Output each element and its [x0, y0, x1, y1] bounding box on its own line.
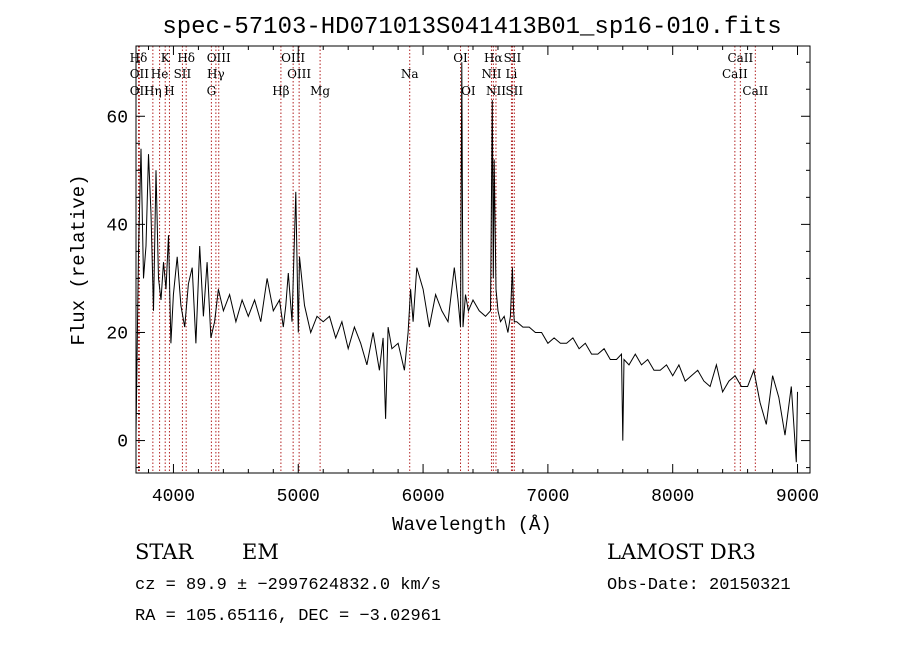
line-label-3: K — [161, 51, 171, 65]
y-tick-label-3: 60 — [106, 108, 128, 128]
redshift-line: cz = 89.9 ± −2997624832.0 km/s — [135, 576, 441, 595]
line-label-4: He — [151, 67, 169, 81]
spectral-line-markers — [137, 46, 756, 473]
survey-name: LAMOST DR3 — [607, 540, 756, 564]
object-class: STAR — [135, 540, 194, 564]
line-label-19: Hα — [484, 51, 503, 65]
line-label-14: Hβ — [272, 84, 289, 98]
line-label-17: OI — [453, 51, 468, 65]
plot-frame — [135, 45, 811, 474]
line-label-15: Mg — [310, 84, 330, 98]
line-label-25: CaII — [727, 51, 753, 65]
line-label-21: NII — [486, 84, 506, 98]
x-tick-label-4: 8000 — [651, 487, 694, 507]
x-tick-label-2: 6000 — [401, 487, 444, 507]
object-subclass: EM — [242, 540, 279, 564]
line-label-8: H — [164, 84, 174, 98]
x-tick-label-1: 5000 — [277, 487, 320, 507]
ra-dec: RA = 105.65116, DEC = −3.02961 — [135, 607, 441, 626]
line-label-20: NII — [481, 67, 501, 81]
obs-date: Obs-Date: 20150321 — [607, 576, 791, 595]
line-label-1: OII — [130, 67, 150, 81]
line-label-16: Na — [401, 67, 419, 81]
x-axis: 4000 5000 6000 7000 8000 9000 — [147, 46, 819, 507]
y-tick-label-0: 0 — [117, 433, 128, 453]
line-label-11: G — [207, 84, 217, 98]
line-label-27: CaII — [742, 84, 768, 98]
x-axis-label: Wavelength (Å) — [392, 514, 552, 536]
x-tick-label-3: 7000 — [526, 487, 569, 507]
line-label-10: Hγ — [207, 67, 225, 81]
x-tick-label-5: 9000 — [776, 487, 819, 507]
y-axis: 0 20 40 60 — [106, 61, 810, 469]
y-tick-label-1: 20 — [106, 324, 128, 344]
line-label-13: OIII — [287, 67, 311, 81]
line-label-26: CaII — [722, 67, 748, 81]
line-label-2: OII — [130, 84, 150, 98]
line-label-22: SII — [504, 51, 522, 65]
line-label-18: OI — [461, 84, 476, 98]
y-tick-label-2: 40 — [106, 216, 128, 236]
line-label-12: OIII — [281, 51, 305, 65]
line-label-0: Hδ — [130, 51, 148, 65]
spectrum-line — [135, 62, 798, 463]
line-label-7: SII — [174, 67, 192, 81]
line-label-24: SII — [505, 84, 523, 98]
y-axis-label: Flux (relative) — [68, 174, 90, 345]
line-label-9: OIII — [207, 51, 231, 65]
line-label-23: Li — [506, 67, 518, 81]
chart-title: spec-57103-HD071013S041413B01_sp16-010.f… — [162, 14, 781, 41]
line-label-6: Hδ — [177, 51, 195, 65]
line-label-5: Hη — [144, 84, 162, 98]
x-tick-label-0: 4000 — [152, 487, 195, 507]
